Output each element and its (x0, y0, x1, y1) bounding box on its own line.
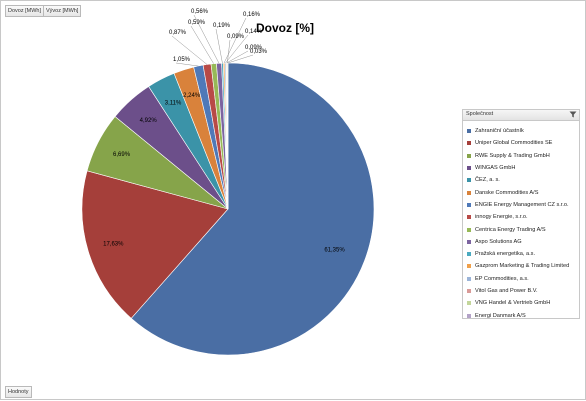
legend-swatch (467, 215, 471, 219)
legend-item-centrica-energy-trading-a-s: Centrica Energy Trading A/S (467, 223, 579, 235)
legend-item-ep-commodities-a-s: EP Commodities, a.s. (467, 273, 579, 285)
data-label: 0,19% (213, 23, 231, 29)
data-label: 17,63% (103, 241, 124, 247)
legend-item-gazprom-marketing-trading-limited: Gazprom Marketing & Trading Limited (467, 260, 579, 272)
legend: Společnost Zahraniční účastník Uniper Glo… (462, 109, 580, 319)
legend-swatch (467, 191, 471, 195)
legend-item-prazska-energetika-a-s: Pražská energetika, a.s. (467, 248, 579, 260)
data-label: 2,24% (183, 93, 201, 99)
legend-label: Centrica Energy Trading A/S (475, 227, 546, 233)
data-label: 1,05% (173, 57, 191, 63)
legend-label: Vitol Gas and Power B.V. (475, 288, 538, 294)
legend-label: Energi Danmark A/S (475, 313, 526, 319)
legend-header-label: Společnost (466, 111, 493, 117)
legend-item-vng-handel-vertrieb-gmbh: VNG Handel & Vertrieb GmbH (467, 297, 579, 309)
legend-item-rwe-supply-trading-gmbh: RWE Supply & Trading GmbH (467, 150, 579, 162)
legend-item-axpo-solutions-ag: Axpo Solutions AG (467, 236, 579, 248)
legend-swatch (467, 154, 471, 158)
legend-swatch (467, 289, 471, 293)
legend-header: Společnost (463, 110, 579, 121)
legend-swatch (467, 141, 471, 145)
values-field-button[interactable]: Hodnoty (5, 386, 32, 398)
leader-line (191, 26, 214, 64)
legend-item-wingas-gmbh: WINGAS GmbH (467, 162, 579, 174)
leader-line (216, 29, 222, 63)
legend-swatch (467, 178, 471, 182)
legend-item-engie-energy-management-cz-s-r-o: ENGIE Energy Management CZ s.r.o. (467, 199, 579, 211)
data-label: 6,69% (113, 152, 131, 158)
data-label: 0,56% (191, 9, 209, 15)
chart-title: Dovoz [%] (256, 21, 314, 35)
legend-swatch (467, 203, 471, 207)
legend-item-energi-danmark-a-s: Energi Danmark A/S (467, 309, 579, 321)
legend-swatch (467, 277, 471, 281)
legend-swatch (467, 252, 471, 256)
legend-label: Gazprom Marketing & Trading Limited (475, 263, 569, 269)
data-label: 0,87% (169, 30, 187, 36)
legend-label: innogy Energie, s.r.o. (475, 214, 528, 220)
legend-label: Pražská energetika, a.s. (475, 251, 535, 257)
legend-label: Danske Commodities A/S (475, 190, 538, 196)
legend-swatch (467, 240, 471, 244)
legend-label: Axpo Solutions AG (475, 239, 522, 245)
leader-line (228, 55, 253, 63)
data-label: 0,16% (243, 12, 261, 18)
leader-line (176, 63, 198, 66)
legend-item-cez-a-s: ČEZ, a. s. (467, 174, 579, 186)
legend-label: VNG Handel & Vertrieb GmbH (475, 300, 550, 306)
data-label: 4,92% (140, 118, 158, 124)
legend-label: Uniper Global Commodities SE (475, 140, 552, 146)
data-label: 3,11% (165, 101, 182, 107)
legend-item-vitol-gas-and-power-b-v: Vitol Gas and Power B.V. (467, 285, 579, 297)
legend-swatch (467, 264, 471, 268)
legend-swatch (467, 314, 471, 318)
legend-swatch (467, 166, 471, 170)
data-label: 0,09% (227, 34, 245, 40)
legend-label: RWE Supply & Trading GmbH (475, 153, 550, 159)
legend-label: WINGAS GmbH (475, 165, 515, 171)
legend-swatch (467, 228, 471, 232)
legend-item-danske-commodities-a-s: Danske Commodities A/S (467, 186, 579, 198)
legend-swatch (467, 301, 471, 305)
legend-label: ČEZ, a. s. (475, 177, 500, 183)
legend-item-uniper-global-commodities-se: Uniper Global Commodities SE (467, 137, 579, 149)
legend-label: Zahraniční účastník (475, 128, 524, 134)
legend-item-innogy-energie-s-r-o: innogy Energie, s.r.o. (467, 211, 579, 223)
leader-line (226, 51, 248, 63)
legend-label: EP Commodities, a.s. (475, 276, 529, 282)
legend-label: ENGIE Energy Management CZ s.r.o. (475, 202, 569, 208)
legend-item-zahranicni-ucastnik: Zahraniční účastník (467, 125, 579, 137)
legend-swatch (467, 129, 471, 133)
data-label: 0,03% (250, 49, 268, 55)
data-label: 61,35% (324, 247, 345, 253)
filter-dropdown-icon[interactable] (569, 111, 577, 118)
legend-list: Zahraniční účastník Uniper Global Commodi… (463, 121, 579, 322)
